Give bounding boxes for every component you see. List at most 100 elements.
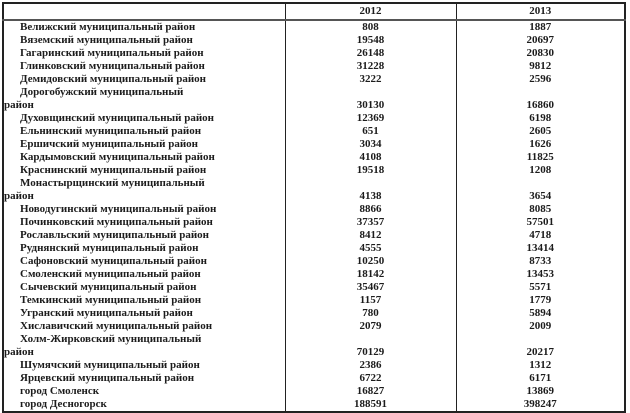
table-row: Руднянский муниципальный район 4555 13414 [3, 242, 625, 255]
value-2012-cell: 30130 [284, 86, 456, 112]
value-2012-cell: 4108 [284, 151, 456, 164]
value-2012-cell: 2079 [284, 320, 456, 333]
value-2013-cell: 6171 [455, 372, 625, 385]
district-name-cell: Сафоновский муниципальный район [20, 255, 207, 267]
value-2012-cell: 2386 [284, 359, 456, 372]
table-row: Монастырщинский муниципальный район 4138 3… [3, 177, 625, 203]
district-name-cell: Сычевский муниципальный район [20, 281, 197, 293]
table-row: Дорогобужский муниципальный район 30130 16… [3, 86, 625, 112]
district-name-cell: город Десногорск [20, 398, 107, 410]
district-name-cell: Руднянский муниципальный район [20, 242, 199, 254]
value-2013-cell: 2605 [455, 125, 625, 138]
table-row: Починковский муниципальный район 37357 575… [3, 216, 625, 229]
value-2012-cell: 808 [284, 20, 456, 34]
table-row: Сычевский муниципальный район 35467 5571 [3, 281, 625, 294]
district-name-cell: Велижский муниципальный район [20, 21, 196, 33]
table-row: Гагаринский муниципальный район 26148 2083… [3, 47, 625, 60]
value-2013-cell: 398247 [455, 398, 625, 412]
table-row: Демидовский муниципальный район 3222 2596 [3, 73, 625, 86]
district-name-cell: Хиславичский муниципальный район [20, 320, 213, 332]
table-row: Ершичский муниципальный район 3034 1626 [3, 138, 625, 151]
value-2013-cell: 5894 [455, 307, 625, 320]
table-row: Кардымовский муниципальный район 4108 1182… [3, 151, 625, 164]
value-2012-cell: 6722 [284, 372, 456, 385]
value-2013-cell: 1208 [455, 164, 625, 177]
value-2012-cell: 19518 [284, 164, 456, 177]
value-2013-cell: 8733 [455, 255, 625, 268]
value-2013-cell: 2596 [455, 73, 625, 86]
district-name-cell: Монастырщинский муниципальный район [4, 177, 205, 202]
value-2012-cell: 16827 [284, 385, 456, 398]
value-2013-cell: 13453 [455, 268, 625, 281]
district-name-cell: Краснинский муниципальный район [20, 164, 207, 176]
value-2012-cell: 3222 [284, 73, 456, 86]
district-name-cell: Гагаринский муниципальный район [20, 47, 204, 59]
district-name-cell: Новодугинский муниципальный район [20, 203, 217, 215]
table-row: Вяземский муниципальный район 19548 20697 [3, 34, 625, 47]
value-2013-cell: 20697 [455, 34, 625, 47]
value-2013-cell: 2009 [455, 320, 625, 333]
district-name-cell: Духовщинский муниципальный район [20, 112, 214, 124]
value-2013-cell: 6198 [455, 112, 625, 125]
value-2013-cell: 16860 [455, 86, 625, 112]
value-2013-cell: 20830 [455, 47, 625, 60]
table-row: Ельнинский муниципальный район 651 2605 [3, 125, 625, 138]
district-name-cell: Шумячский муниципальный район [20, 359, 200, 371]
table-row: город Десногорск 188591 398247 [3, 398, 625, 412]
table-header: 2012 2013 [3, 3, 625, 21]
value-2012-cell: 8866 [284, 203, 456, 216]
district-name-cell: Смоленский муниципальный район [20, 268, 201, 280]
table-row: Шумячский муниципальный район 2386 1312 [3, 359, 625, 372]
table-row: Сафоновский муниципальный район 10250 8733 [3, 255, 625, 268]
value-2012-cell: 37357 [284, 216, 456, 229]
value-2012-cell: 35467 [284, 281, 456, 294]
value-2013-cell: 13414 [455, 242, 625, 255]
table-row: Ярцевский муниципальный район 6722 6171 [3, 372, 625, 385]
table-row: Угранский муниципальный район 780 5894 [3, 307, 625, 320]
value-2013-cell: 3654 [455, 177, 625, 203]
value-2012-cell: 19548 [284, 34, 456, 47]
table-row: Краснинский муниципальный район 19518 1208 [3, 164, 625, 177]
value-2012-cell: 12369 [284, 112, 456, 125]
table-body: Велижский муниципальный район 808 1887 Вязе… [3, 20, 625, 412]
value-2012-cell: 651 [284, 125, 456, 138]
value-2012-cell: 780 [284, 307, 456, 320]
header-year-2013: 2013 [455, 3, 625, 21]
district-name-cell: Ельнинский муниципальный район [20, 125, 202, 137]
value-2012-cell: 26148 [284, 47, 456, 60]
value-2012-cell: 70129 [284, 333, 456, 359]
value-2013-cell: 5571 [455, 281, 625, 294]
value-2012-cell: 3034 [284, 138, 456, 151]
table-row: город Смоленск 16827 13869 [3, 385, 625, 398]
value-2012-cell: 18142 [284, 268, 456, 281]
value-2013-cell: 9812 [455, 60, 625, 73]
district-name-cell: Рославльский муниципальный район [20, 229, 210, 241]
district-name-cell: Вяземский муниципальный район [20, 34, 193, 46]
table-row: Холм-Жирковский муниципальный район 70129… [3, 333, 625, 359]
district-name-cell: Угранский муниципальный район [20, 307, 193, 319]
table-row: Смоленский муниципальный район 18142 13453 [3, 268, 625, 281]
value-2013-cell: 20217 [455, 333, 625, 359]
table-row: Духовщинский муниципальный район 12369 619… [3, 112, 625, 125]
value-2013-cell: 11825 [455, 151, 625, 164]
value-2013-cell: 57501 [455, 216, 625, 229]
table-row: Глинковский муниципальный район 31228 9812 [3, 60, 625, 73]
header-year-2012: 2012 [284, 3, 456, 21]
value-2013-cell: 8085 [455, 203, 625, 216]
table-row: Новодугинский муниципальный район 8866 808… [3, 203, 625, 216]
value-2013-cell: 1779 [455, 294, 625, 307]
value-2012-cell: 4555 [284, 242, 456, 255]
district-name-cell: Ершичский муниципальный район [20, 138, 199, 150]
value-2013-cell: 4718 [455, 229, 625, 242]
value-2012-cell: 10250 [284, 255, 456, 268]
district-name-cell: Починковский муниципальный район [20, 216, 213, 228]
district-name-cell: Демидовский муниципальный район [20, 73, 207, 85]
header-row: 2012 2013 [3, 3, 625, 21]
table-row: Хиславичский муниципальный район 2079 2009 [3, 320, 625, 333]
value-2013-cell: 1626 [455, 138, 625, 151]
value-2012-cell: 8412 [284, 229, 456, 242]
value-2013-cell: 13869 [455, 385, 625, 398]
value-2012-cell: 31228 [284, 60, 456, 73]
table-row: Велижский муниципальный район 808 1887 [3, 20, 625, 34]
